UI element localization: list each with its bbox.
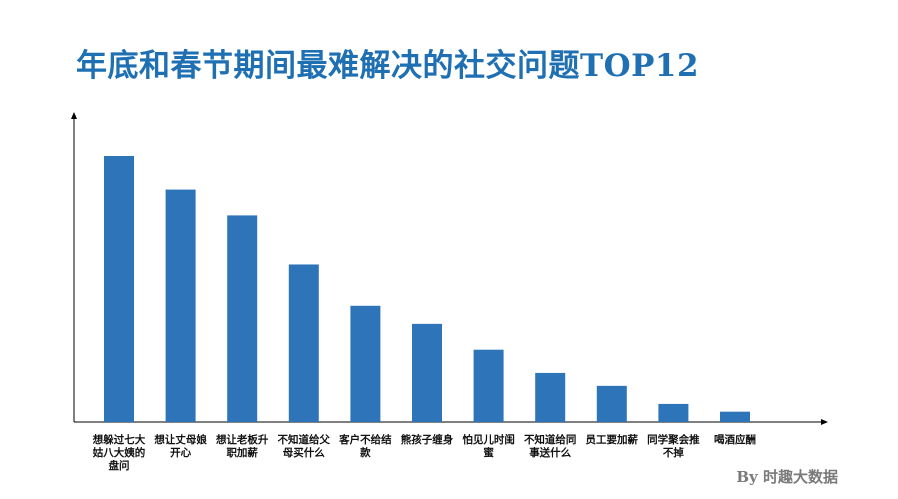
bar — [535, 372, 566, 422]
chart-axes — [71, 112, 828, 425]
x-tick-label: 喝酒应酬 — [714, 434, 756, 446]
x-tick-label: 熊孩子缠身 — [400, 434, 454, 446]
x-tick-label: 不知道给同事送什么 — [523, 434, 577, 459]
source-credit: By 时趣大数据 — [736, 468, 838, 486]
y-axis-arrow — [71, 112, 77, 119]
x-tick-label: 客户不给结款 — [339, 434, 392, 459]
x-tick-label: 想让老板升职加薪 — [215, 434, 269, 459]
bar — [720, 411, 750, 422]
bar — [596, 385, 627, 422]
x-tick-label: 想让丈母娘开心 — [154, 434, 207, 459]
bar — [412, 323, 442, 422]
x-tick-label: 同学聚会推不掉 — [647, 434, 700, 459]
x-tick-label: 想躲过七大姑八大姨的盘问 — [92, 434, 146, 472]
bar — [165, 189, 196, 422]
bar — [227, 215, 258, 422]
bar-series — [104, 156, 750, 422]
x-axis-arrow — [821, 419, 828, 425]
chart-title: 年底和春节期间最难解决的社交问题TOP12 — [76, 48, 700, 84]
bar — [658, 403, 689, 422]
x-tick-label: 不知道给父母买什么 — [277, 434, 331, 459]
bar — [473, 349, 504, 422]
bar — [350, 305, 381, 422]
x-tick-label: 怕见儿时闺蜜 — [462, 434, 515, 459]
bar — [104, 156, 134, 422]
bar — [288, 264, 319, 422]
x-tick-label: 员工要加薪 — [585, 434, 639, 446]
